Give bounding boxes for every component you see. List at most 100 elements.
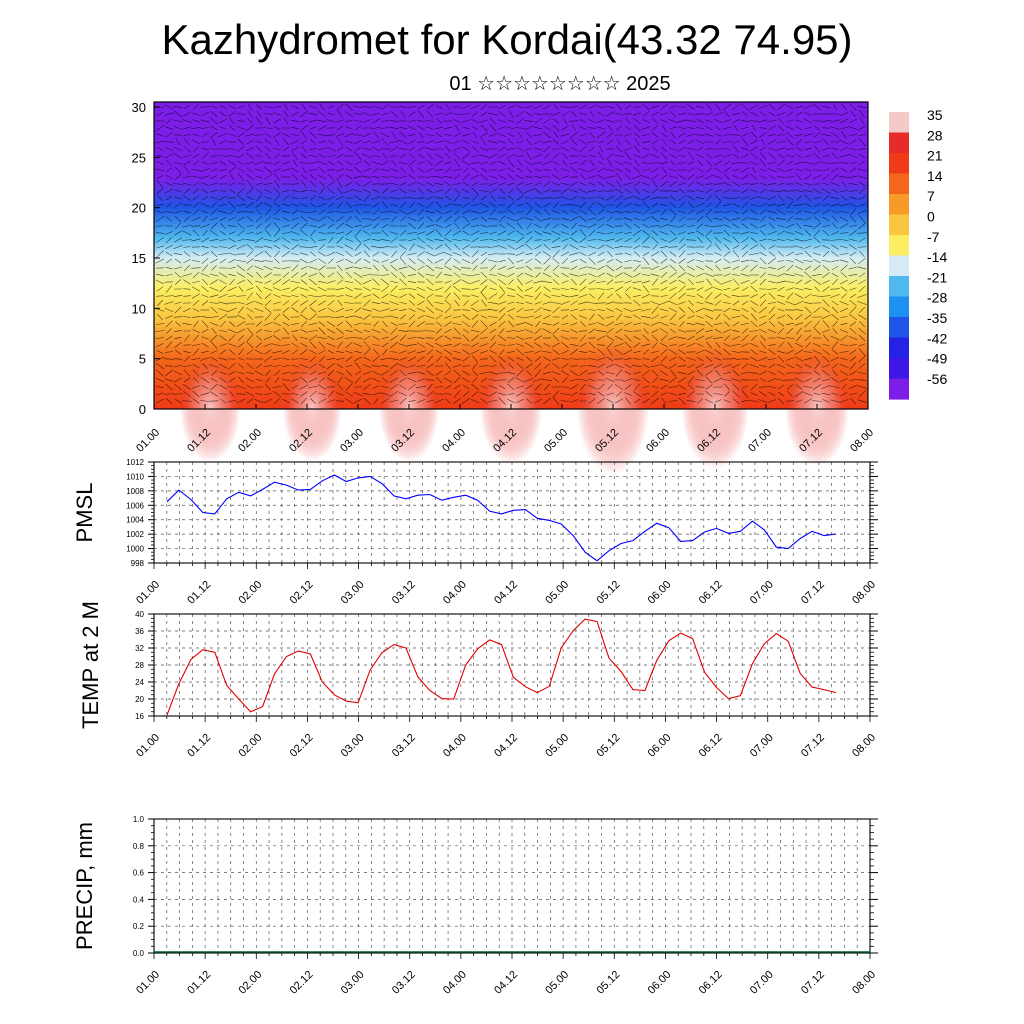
x-tick-label: 01.00 [134,969,162,997]
x-tick-label: 01.12 [185,969,213,997]
x-tick-label: 04.00 [441,969,469,997]
colorbar-swatch [889,153,909,175]
grid [154,461,870,564]
panel-frame [153,818,871,954]
x-tick-label: 03.00 [339,732,367,760]
y-axis-title: TEMP at 2 M [78,601,103,729]
x-tick-label: 01.12 [185,732,213,760]
y-tick-label: 1004 [126,516,144,525]
colorbar-swatch [889,214,909,236]
x-tick-label: 04.12 [492,732,520,760]
x-tick-label: 06.12 [697,732,725,760]
x-tick-label: 05.00 [543,969,571,997]
colorbar-label: 7 [927,188,935,204]
colorbar-swatch [889,378,909,400]
y-tick-label: 998 [131,559,145,568]
x-tick-label: 04.00 [441,579,469,607]
x-tick-label: 05.12 [594,579,622,607]
y-tick-label: 24 [135,678,144,687]
y-tick-label: 0.0 [133,949,145,958]
grid [154,613,870,717]
y-tick-label: 0.6 [133,869,145,878]
panel-frame [153,101,869,410]
y-tick-label: 36 [135,627,144,636]
x-tick-label: 02.12 [288,579,316,607]
x-tick-label: 01.00 [134,579,162,607]
colorbar-label: 21 [927,148,943,164]
panel-frame [153,461,871,564]
x-tick-label: 06.00 [646,579,674,607]
colorbar-label: -21 [927,269,947,285]
y-tick-label: 0 [139,402,146,417]
grid [154,818,870,954]
x-tick-label: 02.00 [236,579,264,607]
x-tick-label: 07.00 [748,579,776,607]
colorbar-label: 28 [927,127,943,143]
colorbar-label: -42 [927,330,947,346]
y-tick-label: 1012 [126,458,144,467]
x-tick-label: 08.00 [848,427,876,455]
x-tick-label: 05.00 [543,732,571,760]
wind-barbs [155,103,867,405]
x-tick-label: 03.12 [390,579,418,607]
y-tick-label: 20 [135,695,144,704]
panel-pmsl: 998 1000 1002 1004 1006 1008 1010 1012 01.00 01.1… [72,458,878,607]
y-tick-label: 0.2 [133,922,145,931]
x-tick-label: 02.12 [288,732,316,760]
y-tick-label: 5 [139,352,146,367]
colorbar-label: -35 [927,310,947,326]
x-tick-label: 01.12 [185,579,213,607]
colorbar-swatch [889,235,909,257]
x-tick-label: 05.00 [543,579,571,607]
y-tick-label: 1006 [126,501,144,510]
x-tick-label: 06.12 [697,579,725,607]
chart-subtitle: 01 ☆☆☆☆☆☆☆☆ 2025 [449,73,671,95]
y-tick-label: 30 [132,100,146,115]
colorbar-label: -14 [927,249,947,265]
x-tick-label: 04.00 [440,427,468,455]
x-tick-label: 02.00 [236,427,264,455]
colorbar-swatch [889,276,909,298]
x-tick-label: 08.00 [850,579,878,607]
y-tick-label: 20 [132,201,146,216]
x-tick-label: 01.00 [134,732,162,760]
y-tick-label: 0.4 [133,895,145,904]
colorbar-label: 35 [927,107,943,123]
colorbar-swatch [889,255,909,277]
x-tick-label: 08.00 [850,732,878,760]
y-tick-label: 1002 [126,530,144,539]
colorbar-label: -49 [927,351,947,367]
colorbar-swatch [889,317,909,339]
colorbar-label: 0 [927,209,935,225]
x-tick-label: 08.00 [850,969,878,997]
colorbar: 35 28 21 14 7 0 -7 -14 -21 -28 -35 -42 -49 -56 [889,107,947,400]
x-tick-label: 05.00 [542,427,570,455]
x-tick-label: 06.00 [646,732,674,760]
colorbar-label: -28 [927,290,947,306]
x-tick-label: 07.12 [799,732,827,760]
colorbar-swatch [889,132,909,154]
panel-temp-at-2-m: 16 20 24 28 32 36 40 01.00 01.12 02.00 02.12 03.00 0… [78,601,878,760]
y-tick-label: 15 [132,251,146,266]
x-tick-label: 04.12 [492,969,520,997]
series-line [166,618,837,716]
x-tick-label: 03.12 [390,732,418,760]
x-tick-label: 05.12 [594,732,622,760]
colorbar-label: 14 [927,168,943,184]
x-tick-label: 02.12 [288,969,316,997]
x-tick-label: 06.12 [697,969,725,997]
y-tick-label: 16 [135,712,144,721]
x-tick-label: 07.00 [746,427,774,455]
colorbar-label: -56 [927,371,947,387]
y-tick-label: 1008 [126,487,144,496]
x-tick-label: 05.12 [594,969,622,997]
x-tick-label: 03.00 [339,969,367,997]
colorbar-swatch [889,173,909,195]
y-tick-label: 32 [135,644,144,653]
panel-precip-mm: 0.0 0.2 0.4 0.6 0.8 1.0 01.00 01.12 02.00 02.12 03… [72,815,878,997]
colorbar-swatch [889,337,909,359]
chart-title: Kazhydromet for Kordai(43.32 74.95) [161,16,853,63]
panel-frame [153,613,871,717]
y-tick-label: 25 [132,150,146,165]
